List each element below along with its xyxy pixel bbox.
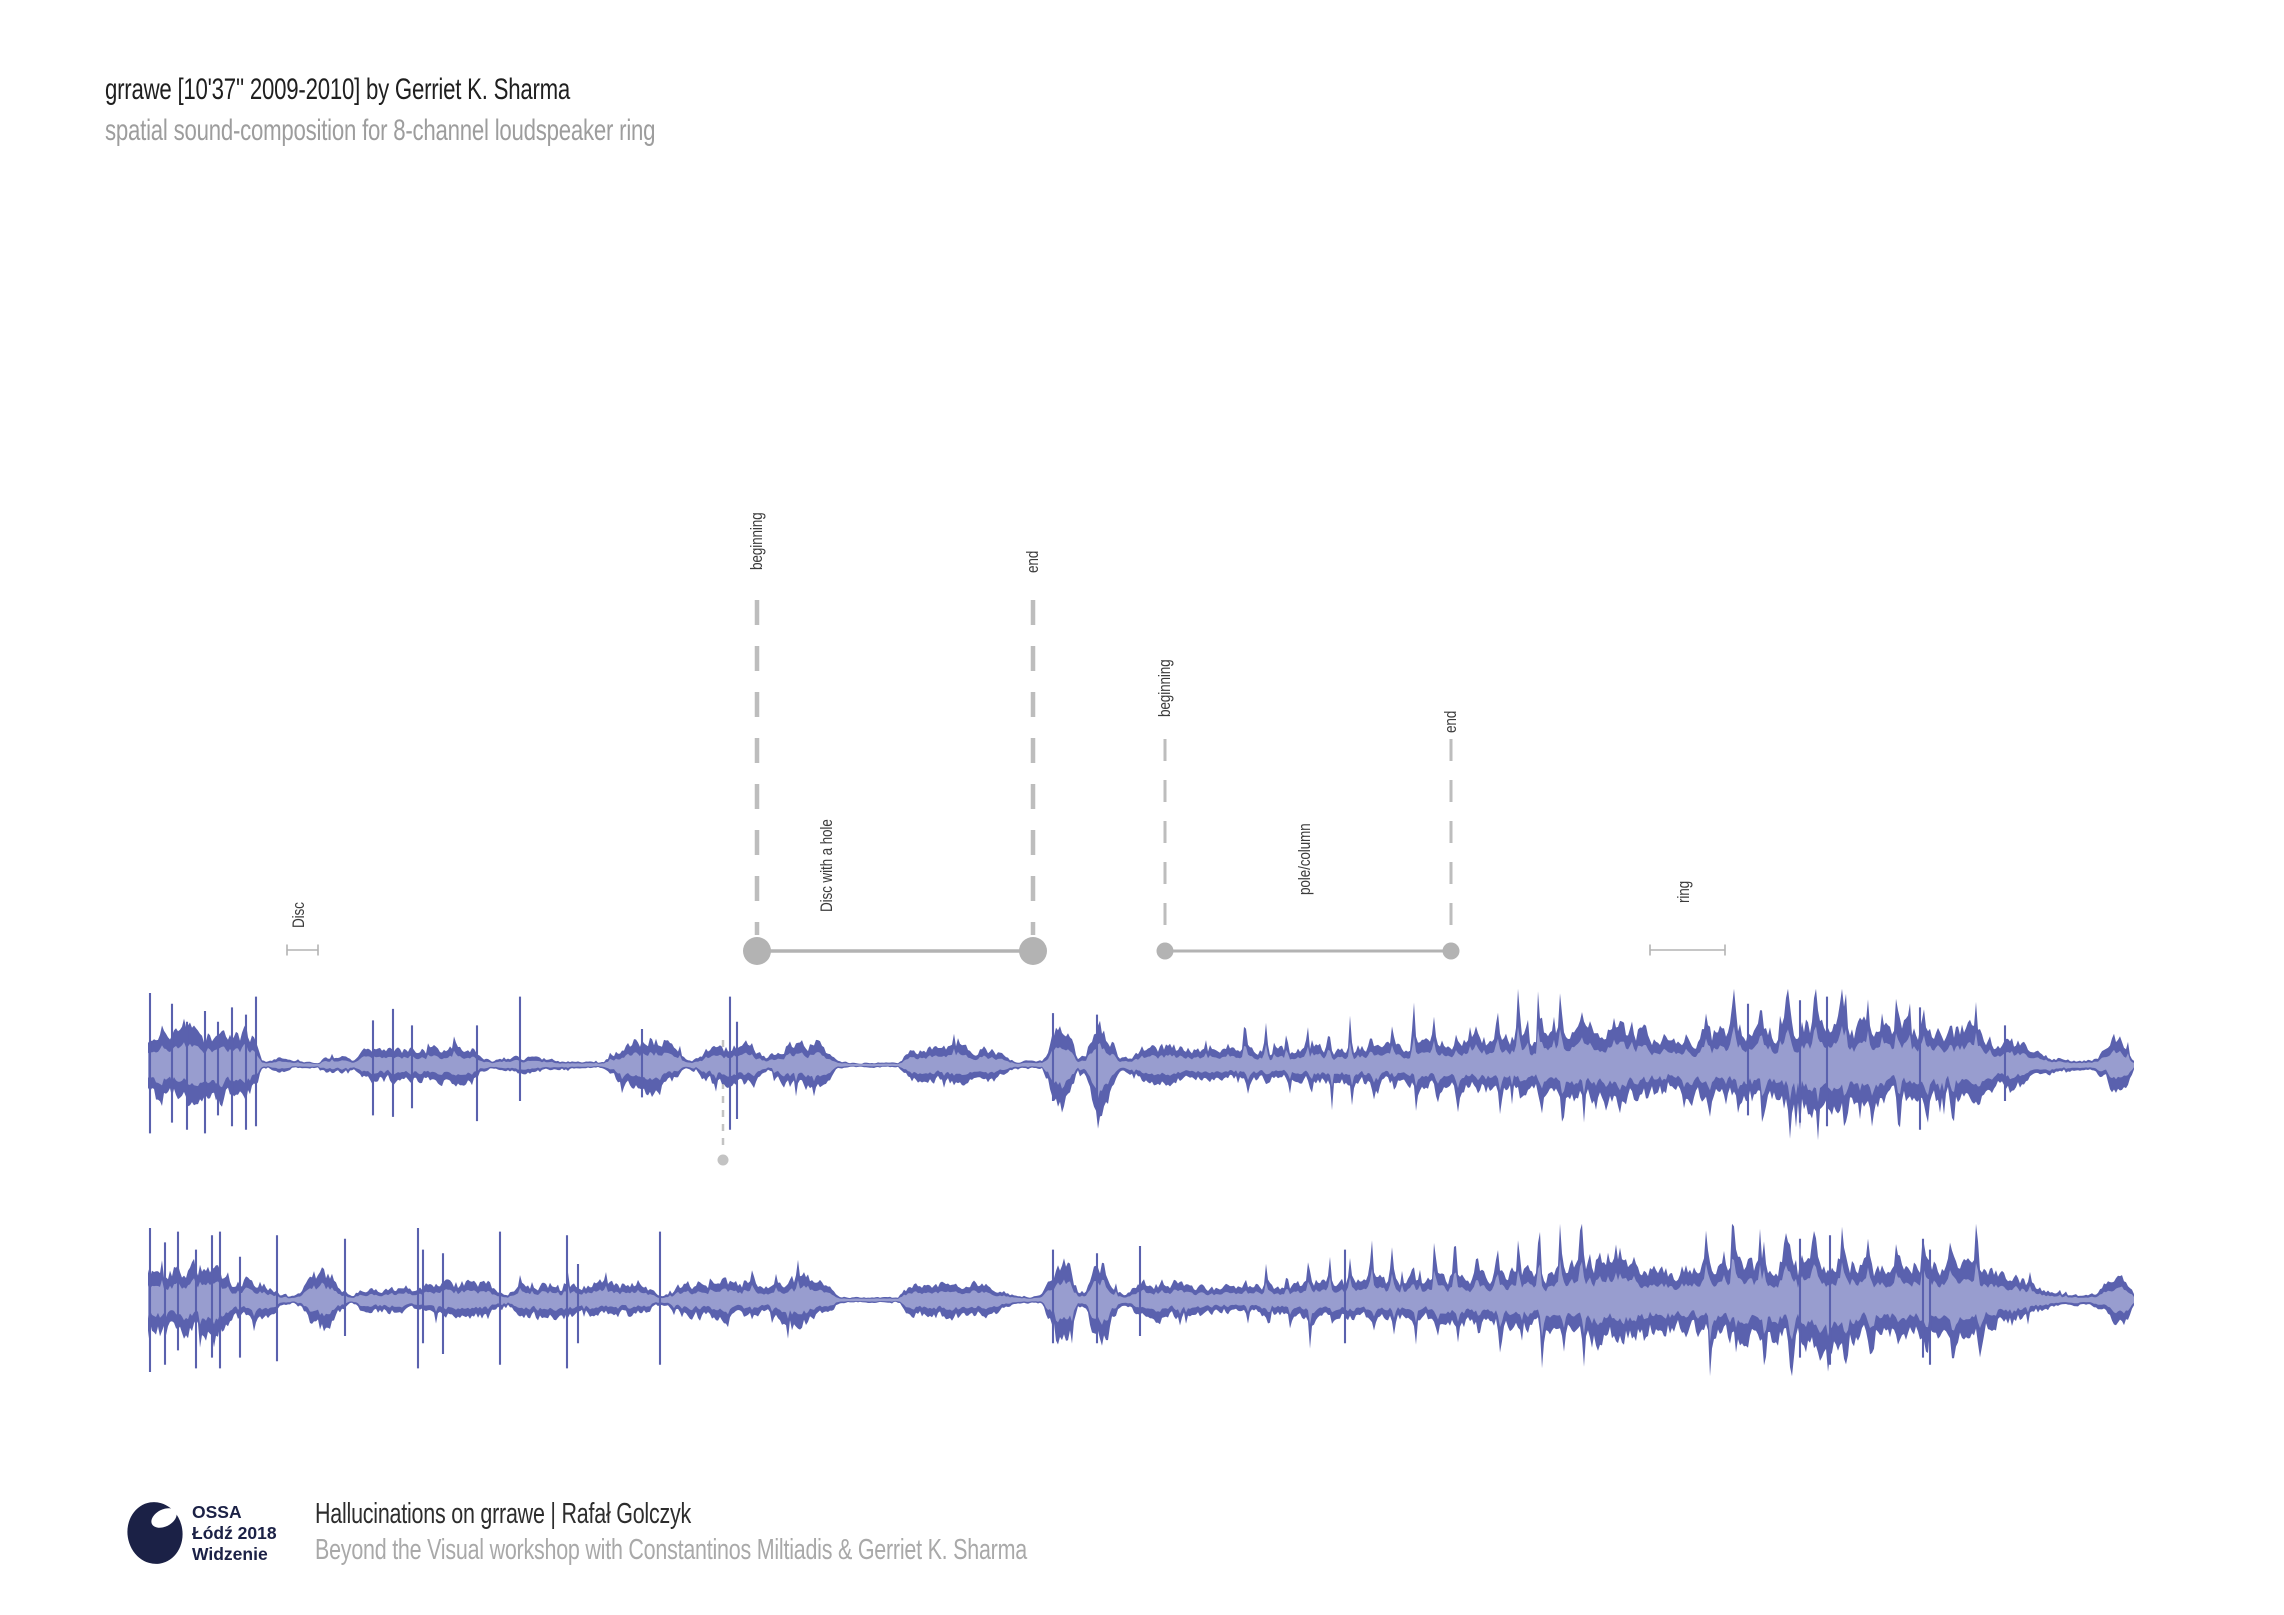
disc-with-a-hole-end-label: end [1023,550,1042,573]
page-title: grrawe [10'37'' 2009-2010] by Gerriet K.… [105,73,571,106]
pole-column-range-start-dot [1156,942,1174,960]
pole-column-beginning-label: beginning [1155,659,1174,717]
pole-column-label: pole/column [1295,823,1314,895]
page-subtitle: spatial sound-composition for 8-channel … [105,114,656,147]
disc-with-a-hole-range-start-dot [743,937,771,965]
logo-text: OSSA Łódź 2018 Widzenie [192,1502,277,1565]
ring-label: ring [1674,880,1693,903]
waveform-channel-1-rms [148,1025,2134,1102]
disc-label: Disc [289,902,308,928]
pole-column-range-end-dot [1442,942,1460,960]
footer-subheading: Beyond the Visual workshop with Constant… [315,1534,1027,1566]
logo-text-line-1: OSSA [192,1502,242,1522]
pole-column-end-label: end [1441,710,1460,733]
sub-position-dot [717,1154,729,1166]
ossa-logo [127,1502,183,1564]
logo-text-line-2: Łódź 2018 [192,1523,277,1543]
disc-with-a-hole-label: Disc with a hole [817,819,836,912]
logo-text-line-3: Widzenie [192,1544,268,1564]
footer-heading: Hallucinations on grrawe | Rafał Golczyk [315,1498,691,1530]
logo-blob [127,1502,183,1564]
disc-with-a-hole-beginning-label: beginning [747,512,766,570]
logo-blob-hole [151,1508,177,1528]
disc-with-a-hole-range-end-dot [1019,937,1047,965]
